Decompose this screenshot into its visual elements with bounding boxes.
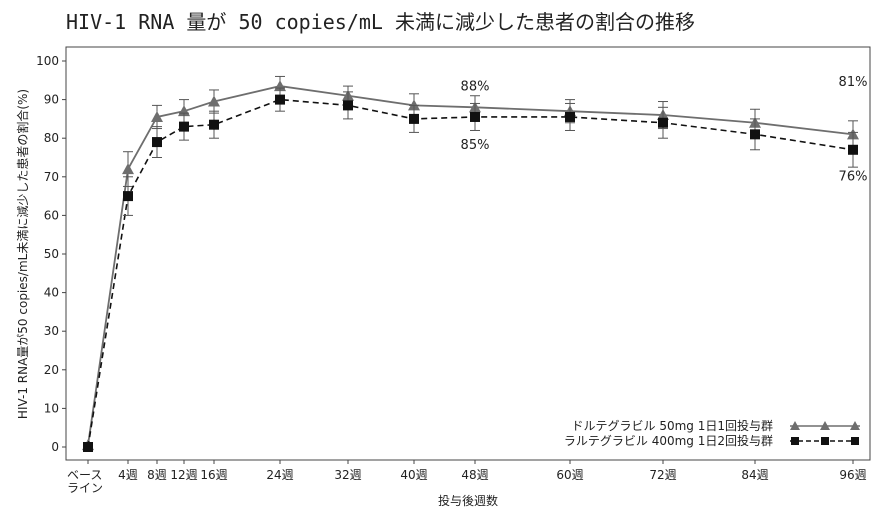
y-tick-label: 100 [36, 54, 59, 68]
point-square [83, 442, 93, 452]
legend-marker-triangle [820, 421, 830, 430]
legend-marker-triangle [850, 421, 860, 430]
point-square [123, 191, 133, 202]
point-square [470, 111, 480, 122]
point-square [658, 117, 668, 128]
x-tick-label: 48週 [461, 468, 488, 482]
x-tick-label: 4週 [118, 468, 138, 482]
x-tick-label: 84週 [741, 468, 768, 482]
x-tick-label: 40週 [400, 468, 427, 482]
point-square [209, 119, 219, 130]
x-tick-label: 96週 [839, 468, 866, 482]
legend-marker-square [821, 437, 829, 445]
data-annotation: 85% [461, 138, 490, 153]
x-tick-label: 16週 [200, 468, 227, 482]
y-tick-label: 30 [44, 324, 59, 338]
point-triangle [151, 110, 163, 122]
y-tick-label: 60 [44, 208, 59, 222]
point-square [848, 144, 858, 155]
y-tick-label: 50 [44, 247, 59, 261]
legend-label: ラルテグラビル 400mg 1日2回投与群 [564, 433, 773, 448]
legend-marker-triangle [790, 421, 800, 430]
point-square [152, 137, 162, 148]
y-tick-label: 70 [44, 170, 59, 184]
point-square [343, 100, 353, 111]
x-tick-label: 12週 [170, 468, 197, 482]
legend-label: ドルテグラビル 50mg 1日1回投与群 [572, 418, 773, 433]
chart-title: HIV-1 RNA 量が 50 copies/mL 未満に減少した患者の割合の推… [66, 10, 695, 34]
y-tick-label: 90 [44, 93, 59, 107]
legend-marker-square [791, 437, 799, 445]
x-tick-label: ライン [67, 481, 103, 495]
point-square [565, 111, 575, 122]
y-tick-label: 20 [44, 363, 59, 377]
data-annotation: 81% [839, 75, 868, 90]
y-tick-label: 10 [44, 401, 59, 415]
y-axis-label: HIV-1 RNA量が50 copies/mL未満に減少した患者の割合(%) [15, 89, 30, 419]
data-annotation: 88% [461, 80, 490, 95]
y-tick-label: 40 [44, 286, 59, 300]
x-tick-label: ベース [67, 468, 102, 482]
point-triangle [208, 95, 220, 107]
y-tick-label: 0 [51, 440, 59, 454]
point-square [275, 94, 285, 105]
x-axis-label: 投与後週数 [438, 493, 498, 508]
x-tick-label: 32週 [334, 468, 361, 482]
point-square [409, 113, 419, 124]
point-square [750, 129, 760, 140]
x-tick-label: 60週 [556, 468, 583, 482]
point-triangle [122, 163, 134, 175]
point-square [179, 121, 189, 132]
y-tick-label: 80 [44, 131, 59, 145]
x-tick-label: 72週 [649, 468, 676, 482]
legend-marker-square [851, 437, 859, 445]
plot-frame [65, 46, 871, 461]
x-tick-label: 8週 [147, 468, 167, 482]
data-annotation: 76% [839, 170, 868, 185]
x-tick-label: 24週 [266, 468, 293, 482]
